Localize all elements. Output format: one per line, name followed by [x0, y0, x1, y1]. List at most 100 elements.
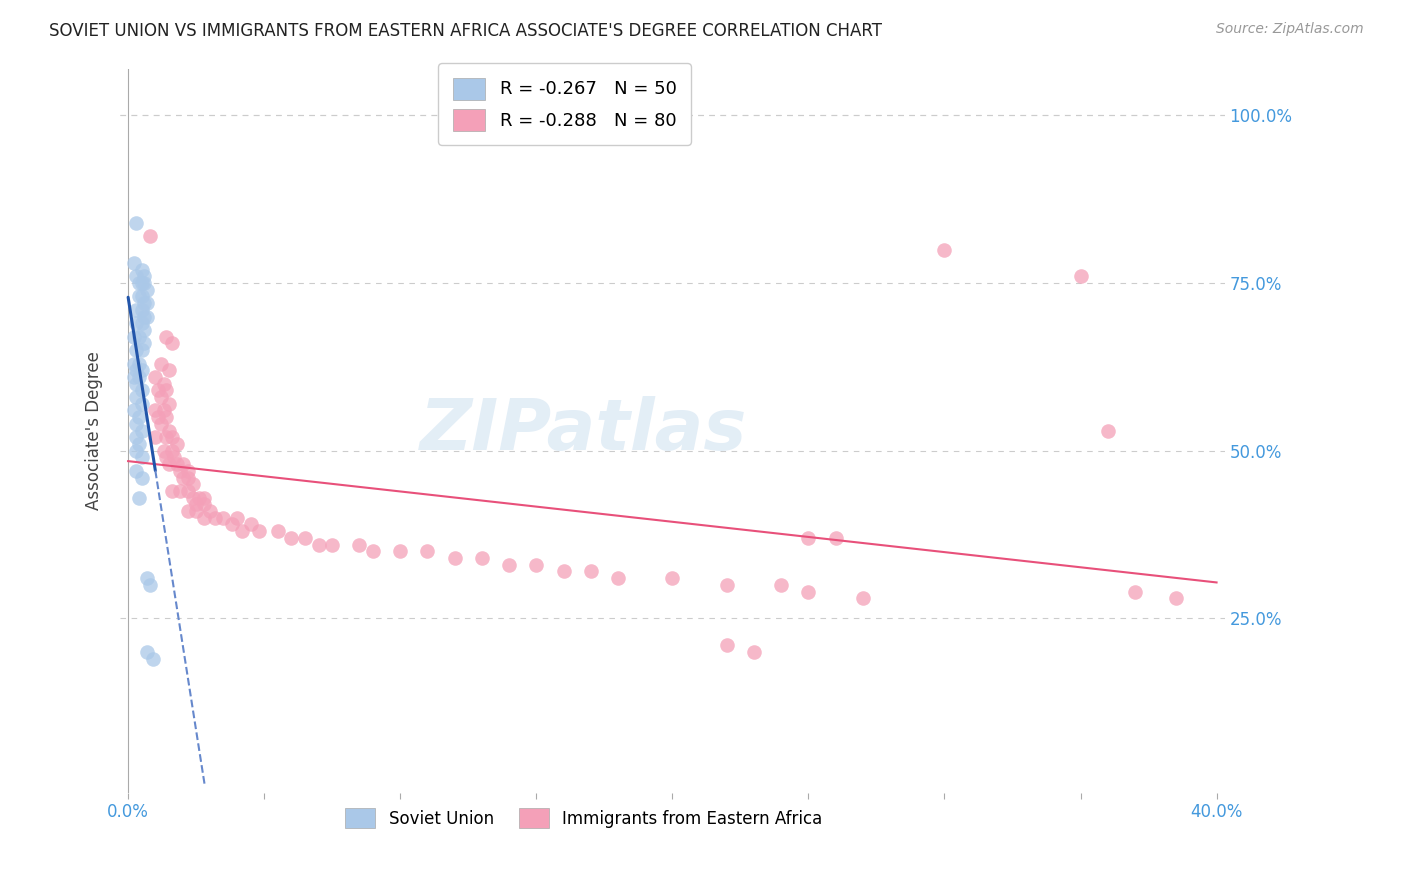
Text: Source: ZipAtlas.com: Source: ZipAtlas.com	[1216, 22, 1364, 37]
Point	[187, 491, 209, 505]
Point	[155, 450, 177, 465]
Point	[125, 430, 148, 444]
Point	[143, 370, 166, 384]
Point	[134, 269, 156, 284]
Point	[146, 384, 169, 398]
Point	[122, 403, 145, 417]
Point	[308, 538, 330, 552]
Point	[160, 336, 183, 351]
Point	[471, 551, 494, 566]
Point	[122, 370, 145, 384]
Point	[131, 276, 153, 290]
Point	[177, 464, 200, 478]
Point	[128, 329, 150, 343]
Text: ZIPatlas: ZIPatlas	[420, 396, 748, 465]
Point	[128, 491, 150, 505]
Point	[131, 397, 153, 411]
Point	[149, 417, 172, 431]
Point	[416, 544, 439, 558]
Point	[1097, 424, 1119, 438]
Point	[177, 470, 200, 484]
Point	[212, 510, 235, 524]
Point	[149, 390, 172, 404]
Point	[169, 483, 191, 498]
Point	[553, 565, 575, 579]
Point	[152, 403, 174, 417]
Point	[1164, 591, 1187, 606]
Point	[231, 524, 253, 538]
Point	[125, 363, 148, 377]
Point	[160, 483, 183, 498]
Point	[152, 376, 174, 391]
Point	[389, 544, 412, 558]
Legend: Soviet Union, Immigrants from Eastern Africa: Soviet Union, Immigrants from Eastern Af…	[339, 801, 830, 835]
Point	[128, 437, 150, 451]
Point	[770, 578, 793, 592]
Point	[443, 551, 465, 566]
Point	[280, 531, 302, 545]
Point	[183, 491, 205, 505]
Point	[226, 510, 249, 524]
Point	[157, 457, 180, 471]
Point	[125, 216, 148, 230]
Point	[131, 450, 153, 465]
Point	[1123, 584, 1146, 599]
Point	[247, 524, 270, 538]
Point	[122, 329, 145, 343]
Point	[125, 316, 148, 330]
Point	[125, 269, 148, 284]
Point	[128, 276, 150, 290]
Point	[186, 497, 208, 511]
Point	[131, 316, 153, 330]
Point	[142, 651, 165, 665]
Point	[155, 430, 177, 444]
Point	[136, 310, 159, 324]
Point	[221, 517, 243, 532]
Point	[125, 417, 148, 431]
Point	[606, 571, 628, 585]
Point	[134, 336, 156, 351]
Point	[155, 384, 177, 398]
Point	[166, 457, 188, 471]
Point	[934, 243, 956, 257]
Point	[125, 376, 148, 391]
Point	[131, 302, 153, 317]
Point	[143, 403, 166, 417]
Point	[163, 450, 186, 465]
Point	[131, 424, 153, 438]
Point	[198, 504, 221, 518]
Y-axis label: Associate's Degree: Associate's Degree	[86, 351, 103, 510]
Point	[193, 510, 215, 524]
Point	[139, 229, 162, 244]
Point	[128, 370, 150, 384]
Point	[143, 430, 166, 444]
Point	[361, 544, 384, 558]
Point	[1069, 269, 1091, 284]
Point	[131, 384, 153, 398]
Point	[160, 430, 183, 444]
Point	[172, 457, 194, 471]
Point	[134, 323, 156, 337]
Point	[239, 517, 262, 532]
Point	[131, 470, 153, 484]
Point	[157, 424, 180, 438]
Point	[579, 565, 602, 579]
Point	[128, 357, 150, 371]
Point	[134, 296, 156, 310]
Point	[122, 256, 145, 270]
Point	[797, 584, 820, 599]
Point	[128, 410, 150, 425]
Point	[131, 363, 153, 377]
Point	[155, 410, 177, 425]
Point	[716, 638, 738, 652]
Point	[146, 410, 169, 425]
Point	[149, 357, 172, 371]
Point	[136, 296, 159, 310]
Point	[797, 531, 820, 545]
Point	[294, 531, 316, 545]
Point	[122, 357, 145, 371]
Point	[321, 538, 343, 552]
Point	[125, 343, 148, 358]
Point	[204, 510, 226, 524]
Point	[177, 504, 200, 518]
